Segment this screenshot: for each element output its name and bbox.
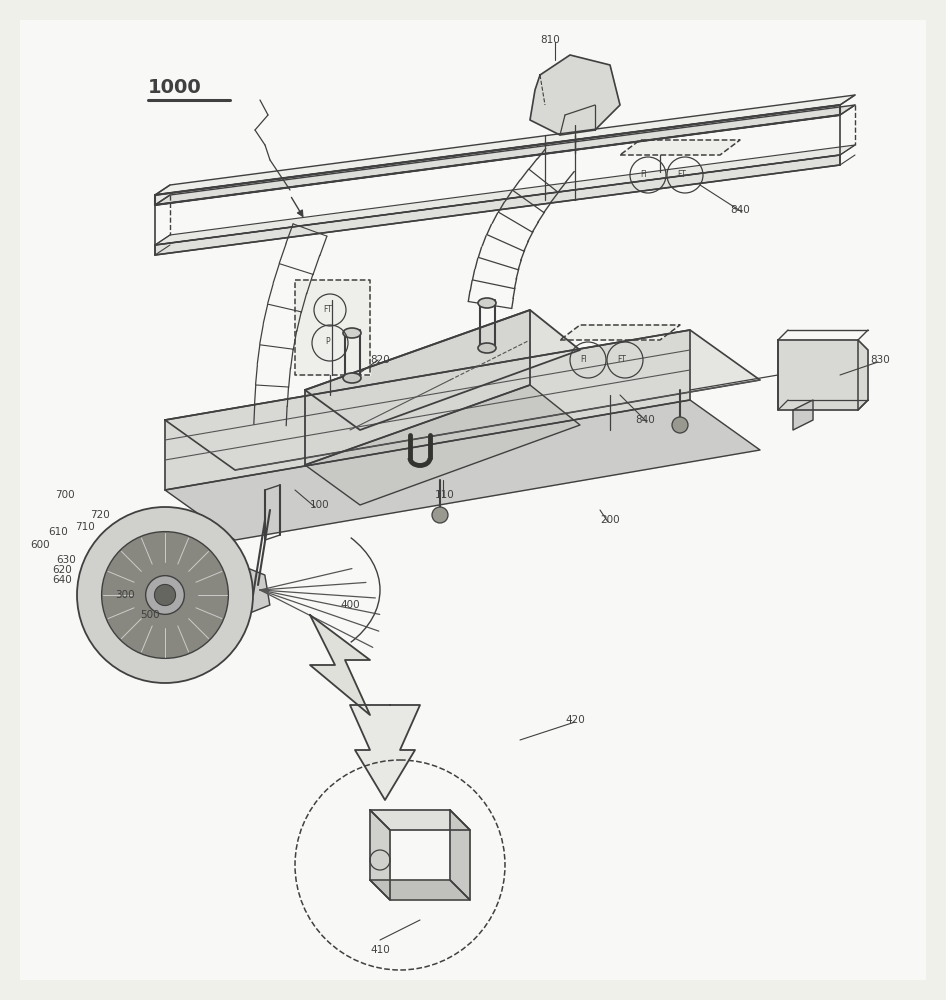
Text: 600: 600 (30, 540, 49, 550)
Text: 110: 110 (435, 490, 455, 500)
Text: 820: 820 (370, 355, 390, 365)
Polygon shape (793, 400, 813, 430)
Polygon shape (560, 325, 680, 340)
Polygon shape (350, 705, 420, 800)
Text: 410: 410 (370, 945, 390, 955)
Circle shape (101, 532, 228, 658)
Polygon shape (295, 280, 370, 375)
Polygon shape (165, 330, 690, 490)
Polygon shape (370, 810, 470, 830)
Polygon shape (778, 340, 868, 410)
Polygon shape (155, 105, 855, 205)
Polygon shape (155, 155, 840, 255)
Text: 840: 840 (730, 205, 750, 215)
Text: 500: 500 (140, 610, 160, 620)
Text: 200: 200 (600, 515, 620, 525)
Ellipse shape (478, 343, 496, 353)
Polygon shape (305, 385, 580, 505)
Text: 640: 640 (52, 575, 72, 585)
Text: 720: 720 (90, 510, 110, 520)
Polygon shape (370, 880, 470, 900)
Text: FT: FT (323, 305, 332, 314)
Polygon shape (530, 55, 620, 135)
Circle shape (672, 417, 688, 433)
Circle shape (146, 576, 184, 614)
Text: 1000: 1000 (148, 78, 201, 97)
Text: FT: FT (677, 170, 686, 179)
Polygon shape (155, 145, 855, 245)
Text: 400: 400 (340, 600, 359, 610)
Polygon shape (165, 400, 760, 540)
Text: 830: 830 (870, 355, 890, 365)
Ellipse shape (343, 373, 361, 383)
Text: 700: 700 (55, 490, 75, 500)
Text: 710: 710 (75, 522, 95, 532)
Polygon shape (370, 810, 390, 900)
Text: 100: 100 (310, 500, 329, 510)
Polygon shape (305, 310, 580, 430)
Polygon shape (310, 615, 370, 715)
Text: 300: 300 (115, 590, 134, 600)
Text: 420: 420 (565, 715, 585, 725)
Text: P: P (325, 337, 329, 346)
Ellipse shape (343, 328, 361, 338)
Text: 810: 810 (540, 35, 560, 45)
Circle shape (77, 507, 253, 683)
Polygon shape (155, 105, 840, 205)
Text: FI: FI (580, 355, 587, 364)
Polygon shape (155, 95, 855, 195)
Text: 620: 620 (52, 565, 72, 575)
Polygon shape (165, 330, 760, 470)
Polygon shape (305, 310, 530, 465)
Ellipse shape (478, 298, 496, 308)
Polygon shape (450, 810, 470, 900)
Text: 610: 610 (48, 527, 68, 537)
Text: 840: 840 (635, 415, 655, 425)
Text: FI: FI (640, 170, 647, 179)
Circle shape (154, 584, 176, 606)
Circle shape (432, 507, 448, 523)
Text: 630: 630 (56, 555, 76, 565)
Polygon shape (235, 565, 270, 615)
Polygon shape (620, 140, 740, 155)
Text: FT: FT (617, 355, 626, 364)
